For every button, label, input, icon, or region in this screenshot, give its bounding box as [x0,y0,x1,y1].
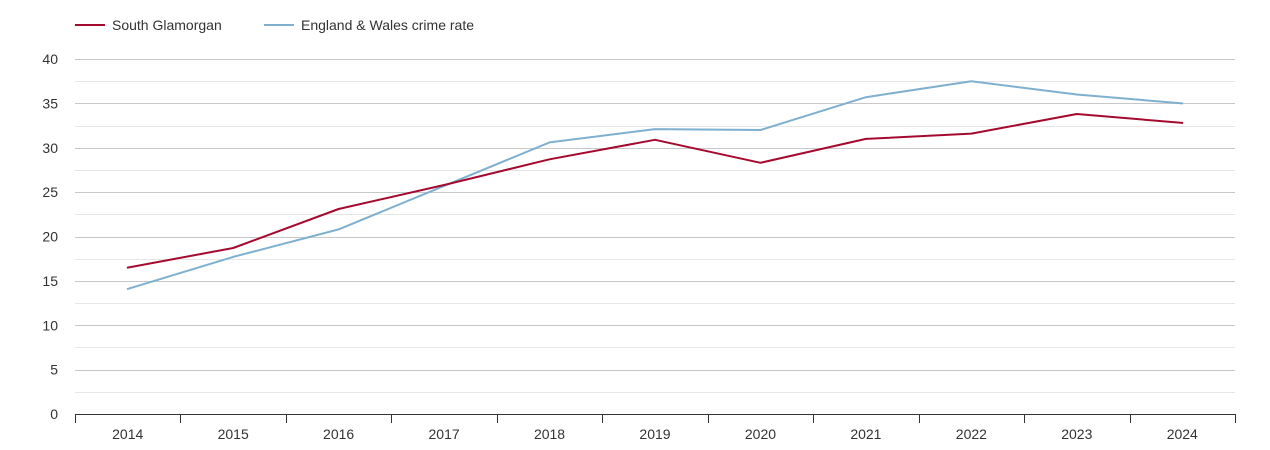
x-tick-label: 2020 [745,426,776,442]
y-tick-label: 15 [42,273,58,289]
y-tick-label: 0 [50,406,58,422]
series-line-england-wales[interactable] [126,80,1184,290]
y-axis-tick-labels: 0 5 10 15 20 25 30 35 40 [42,51,58,422]
x-tick-label: 2022 [956,426,987,442]
y-tick-label: 5 [50,362,58,378]
legend-label-england-wales: England & Wales crime rate [301,17,474,33]
grid [75,59,1235,393]
x-tick-label: 2015 [218,426,249,442]
x-tick-label: 2024 [1167,426,1198,442]
y-tick-label: 25 [42,184,58,200]
x-tick-label: 2018 [534,426,565,442]
x-tick-label: 2014 [112,426,143,442]
x-axis-tick-labels: 2014 2015 2016 2017 2018 2019 2020 2021 2022 2023… [75,414,1236,442]
legend: South Glamorgan England & Wales crime ra… [75,17,474,33]
legend-item-england-wales[interactable]: England & Wales crime rate [264,17,474,33]
x-tick-label: 2021 [850,426,881,442]
y-tick-label: 40 [42,51,58,67]
y-tick-label: 30 [42,140,58,156]
legend-label-south-glamorgan: South Glamorgan [112,17,222,33]
x-tick-label: 2019 [639,426,670,442]
y-tick-label: 35 [42,95,58,111]
series-lines [126,80,1184,290]
x-tick-label: 2023 [1061,426,1092,442]
x-tick-label: 2016 [323,426,354,442]
y-tick-label: 20 [42,229,58,245]
y-tick-label: 10 [42,317,58,333]
x-tick-label: 2017 [429,426,460,442]
series-line-south-glamorgan[interactable] [126,113,1184,269]
legend-item-south-glamorgan[interactable]: South Glamorgan [75,17,222,33]
